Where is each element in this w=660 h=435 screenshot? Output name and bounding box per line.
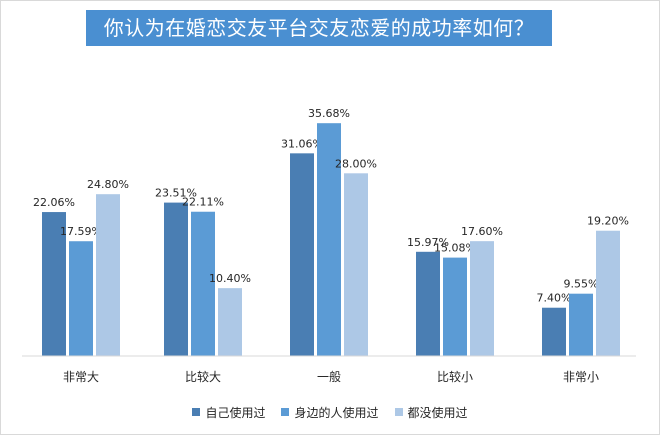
data-label-3-3: 28.00% — [335, 157, 377, 170]
bar-group: 22.06% 17.59% 24.80% 23.51%22.11% 10.40% 31.0… — [33, 107, 629, 356]
data-label-1-1: 22.06% — [33, 196, 75, 209]
data-label-1-2: 23.51% — [155, 187, 197, 200]
category-label-5: 非常小 — [563, 370, 599, 384]
bar-3-2 — [218, 288, 242, 356]
legend-swatch-1 — [192, 408, 201, 416]
legend-swatch-2 — [281, 408, 290, 416]
chart-title: 你认为在婚恋交友平台交友恋爱的成功率如何？ — [103, 16, 535, 40]
bar-1-3 — [290, 153, 314, 356]
category-label-3: 一般 — [317, 369, 341, 384]
category-label-4: 比较小 — [437, 369, 473, 384]
data-label-3-2: 10.40% — [209, 272, 251, 285]
category-label-2: 比较大 — [185, 369, 221, 384]
legend-label-2: 身边的人使用过 — [294, 405, 379, 420]
data-label-2-5: 9.55% — [564, 278, 599, 291]
bar-3-4 — [470, 241, 494, 356]
legend-item-3: 都没使用过 — [394, 404, 468, 421]
bar-3-1 — [96, 194, 120, 356]
data-label-3-4: 17.60% — [461, 225, 503, 238]
data-label-1-5: 7.40% — [537, 292, 572, 305]
data-label-2-1: 17.59% — [60, 225, 102, 238]
bar-2-4 — [443, 257, 467, 356]
bar-2-2 — [191, 211, 215, 356]
bar-1-1 — [42, 212, 66, 356]
data-label-2-4: 15.08% — [434, 242, 476, 255]
bar-1-4 — [416, 251, 440, 356]
legend-item-2: 身边的人使用过 — [281, 404, 379, 421]
legend-label-3: 都没使用过 — [407, 405, 468, 420]
bar-3-3 — [344, 173, 368, 356]
bar-1-2 — [164, 202, 188, 356]
chart-title-banner: 你认为在婚恋交友平台交友恋爱的成功率如何？ — [86, 10, 552, 46]
bar-2-1 — [69, 241, 93, 356]
data-label-1-3: 31.06% — [281, 137, 323, 150]
chart-legend: 自己使用过 身边的人使用过 都没使用过 — [0, 402, 660, 422]
bar-3-5 — [596, 230, 620, 356]
category-labels: 非常大 比较大 一般 比较小 非常小 — [63, 369, 599, 384]
category-label-1: 非常大 — [63, 370, 99, 384]
bar-2-5 — [569, 293, 593, 356]
legend-swatch-3 — [394, 408, 403, 416]
bar-1-5 — [542, 307, 566, 356]
data-label-3-5: 19.20% — [587, 215, 629, 228]
data-label-2-3: 35.68% — [308, 107, 350, 120]
data-label-3-1: 24.80% — [87, 178, 129, 191]
bar-2-3 — [317, 123, 341, 356]
legend-label-1: 自己使用过 — [205, 405, 266, 420]
legend-item-1: 自己使用过 — [192, 404, 265, 421]
data-label-1-4: 15.97% — [407, 236, 449, 249]
data-label-2-2: 22.11% — [182, 196, 224, 209]
